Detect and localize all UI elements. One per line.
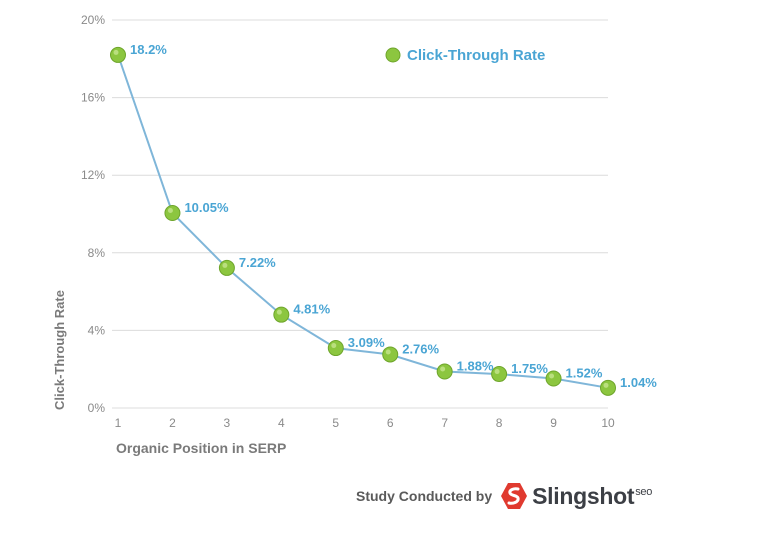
data-point-highlight <box>494 369 500 375</box>
data-label: 1.04% <box>620 375 657 390</box>
data-point <box>273 306 290 323</box>
y-tick-label: 0% <box>88 401 106 415</box>
brand-name: Slingshotseo <box>532 483 652 510</box>
data-point <box>491 366 508 383</box>
data-label: 7.22% <box>239 255 276 270</box>
series-line-click-through-rate <box>117 54 609 389</box>
data-point-highlight <box>331 343 337 349</box>
y-axis-title: Click-Through Rate <box>52 290 67 410</box>
y-tick-label: 4% <box>88 323 106 337</box>
data-point <box>382 346 399 363</box>
legend-label: Click-Through Rate <box>407 47 545 64</box>
data-points <box>110 46 616 396</box>
brand-name-text: Slingshot <box>532 482 635 509</box>
x-tick-label: 5 <box>332 416 339 430</box>
data-labels: 18.2% 10.05% 7.22% 4.81% 3.09% 2.76% 1.88% 1.75… <box>130 42 657 390</box>
x-tick-label: 1 <box>115 416 122 430</box>
data-point-highlight <box>167 208 173 214</box>
slingshot-logo-icon <box>501 483 528 509</box>
data-point <box>436 363 453 380</box>
legend: Click-Through Rate <box>385 47 545 64</box>
y-tick-label: 8% <box>88 246 106 260</box>
brand-suffix: seo <box>635 485 653 498</box>
data-point-highlight <box>276 309 282 315</box>
x-tick-label: 2 <box>169 416 176 430</box>
x-tick-label: 3 <box>224 416 231 430</box>
data-point-highlight <box>549 373 555 379</box>
data-label: 4.81% <box>293 302 330 317</box>
gridlines <box>112 19 608 409</box>
x-tick-label: 9 <box>550 416 557 430</box>
data-point <box>327 340 344 357</box>
legend-marker <box>385 47 401 63</box>
data-label: 1.52% <box>566 366 603 381</box>
data-point-highlight <box>222 262 228 268</box>
study-credit: Study Conducted by Slingshotseo <box>356 478 652 514</box>
data-label: 3.09% <box>348 335 385 350</box>
data-label: 1.75% <box>511 361 548 376</box>
x-tick-label: 8 <box>496 416 503 430</box>
y-tick-label: 12% <box>81 168 105 182</box>
y-tick-label: 16% <box>81 91 105 105</box>
x-axis-title: Organic Position in SERP <box>116 440 286 456</box>
data-label: 10.05% <box>184 200 229 215</box>
data-point <box>110 46 126 63</box>
credit-text: Study Conducted by <box>356 488 493 504</box>
y-tick-label: 20% <box>81 13 105 27</box>
x-tick-label: 6 <box>387 416 394 430</box>
y-axis-ticks: 0% 4% 8% 12% 16% 20% <box>81 13 105 415</box>
x-tick-label: 10 <box>601 416 615 430</box>
data-point-highlight <box>385 349 391 355</box>
data-point <box>545 370 562 387</box>
x-tick-label: 7 <box>441 416 448 430</box>
x-axis-ticks: 1 2 3 4 5 6 7 8 9 10 <box>115 416 615 430</box>
data-point <box>164 205 181 222</box>
data-point-highlight <box>113 49 119 55</box>
data-label: 18.2% <box>130 42 167 57</box>
data-point <box>218 259 235 276</box>
data-point <box>600 379 616 396</box>
data-point-highlight <box>603 382 609 388</box>
x-tick-label: 4 <box>278 416 285 430</box>
data-point-highlight <box>440 366 446 372</box>
data-label: 2.76% <box>402 341 439 356</box>
data-label: 1.88% <box>457 359 494 374</box>
